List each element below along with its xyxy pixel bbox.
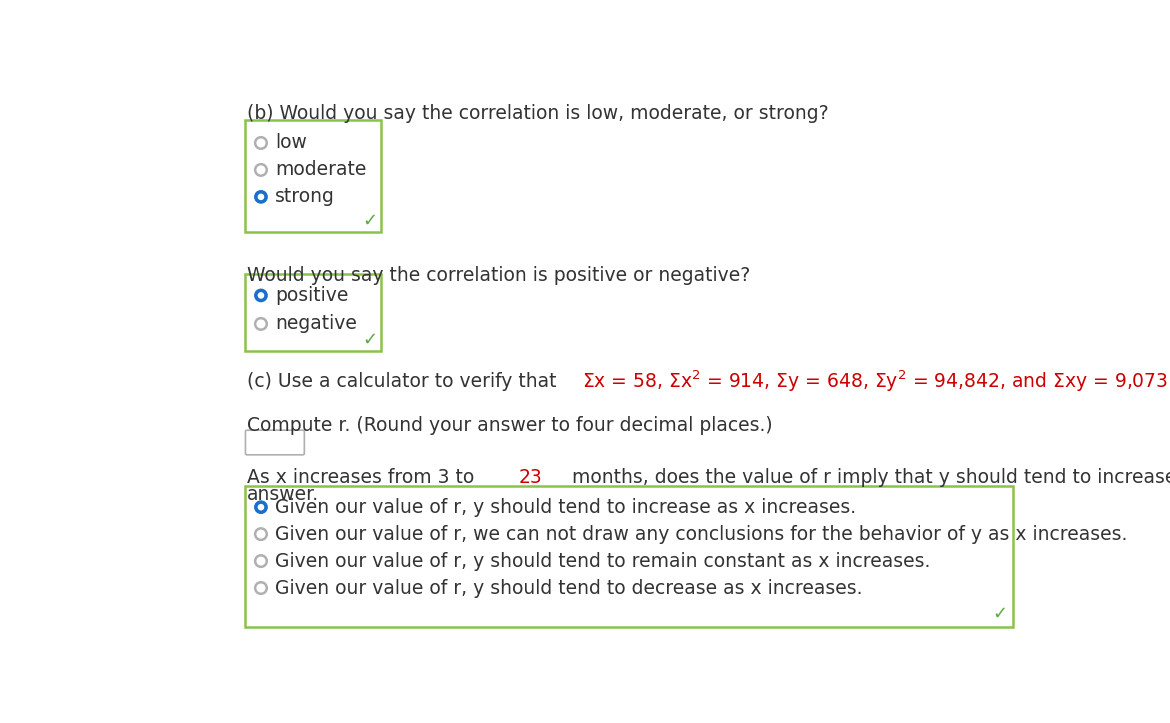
FancyBboxPatch shape xyxy=(246,120,381,231)
Text: months, does the value of r imply that y should tend to increase or decrease? Ex: months, does the value of r imply that y… xyxy=(566,468,1170,487)
Text: positive: positive xyxy=(275,286,349,305)
Text: ✓: ✓ xyxy=(363,212,378,230)
Text: answer.: answer. xyxy=(247,485,319,504)
FancyBboxPatch shape xyxy=(246,430,304,455)
Text: strong: strong xyxy=(275,187,335,206)
Circle shape xyxy=(255,501,267,513)
Text: (b) Would you say the correlation is low, moderate, or strong?: (b) Would you say the correlation is low… xyxy=(247,104,828,124)
Circle shape xyxy=(255,191,267,203)
Circle shape xyxy=(259,194,263,200)
Circle shape xyxy=(259,293,263,298)
Text: 23: 23 xyxy=(518,468,542,487)
Text: low: low xyxy=(275,134,307,153)
Text: (c) Use a calculator to verify that: (c) Use a calculator to verify that xyxy=(247,372,563,391)
Text: negative: negative xyxy=(275,315,357,333)
Text: Given our value of r, y should tend to remain constant as x increases.: Given our value of r, y should tend to r… xyxy=(275,552,930,570)
Text: Given our value of r, we can not draw any conclusions for the behavior of y as x: Given our value of r, we can not draw an… xyxy=(275,525,1127,544)
Text: Given our value of r, y should tend to increase as x increases.: Given our value of r, y should tend to i… xyxy=(275,497,856,517)
FancyBboxPatch shape xyxy=(246,486,1013,627)
Circle shape xyxy=(259,505,263,510)
Text: Compute r. (Round your answer to four decimal places.): Compute r. (Round your answer to four de… xyxy=(247,416,772,435)
Text: $\Sigma$x = 58, $\Sigma$x$^2$ = 914, $\Sigma$y = 648, $\Sigma$y$^2$ = 94,842, an: $\Sigma$x = 58, $\Sigma$x$^2$ = 914, $\S… xyxy=(583,369,1170,395)
Text: ✓: ✓ xyxy=(992,605,1007,623)
Text: ✓: ✓ xyxy=(363,331,378,349)
Text: As x increases from 3 to: As x increases from 3 to xyxy=(247,468,480,487)
Text: moderate: moderate xyxy=(275,161,366,179)
Text: Given our value of r, y should tend to decrease as x increases.: Given our value of r, y should tend to d… xyxy=(275,578,862,597)
FancyBboxPatch shape xyxy=(246,274,381,351)
Text: Would you say the correlation is positive or negative?: Would you say the correlation is positiv… xyxy=(247,266,750,285)
Circle shape xyxy=(255,289,267,301)
